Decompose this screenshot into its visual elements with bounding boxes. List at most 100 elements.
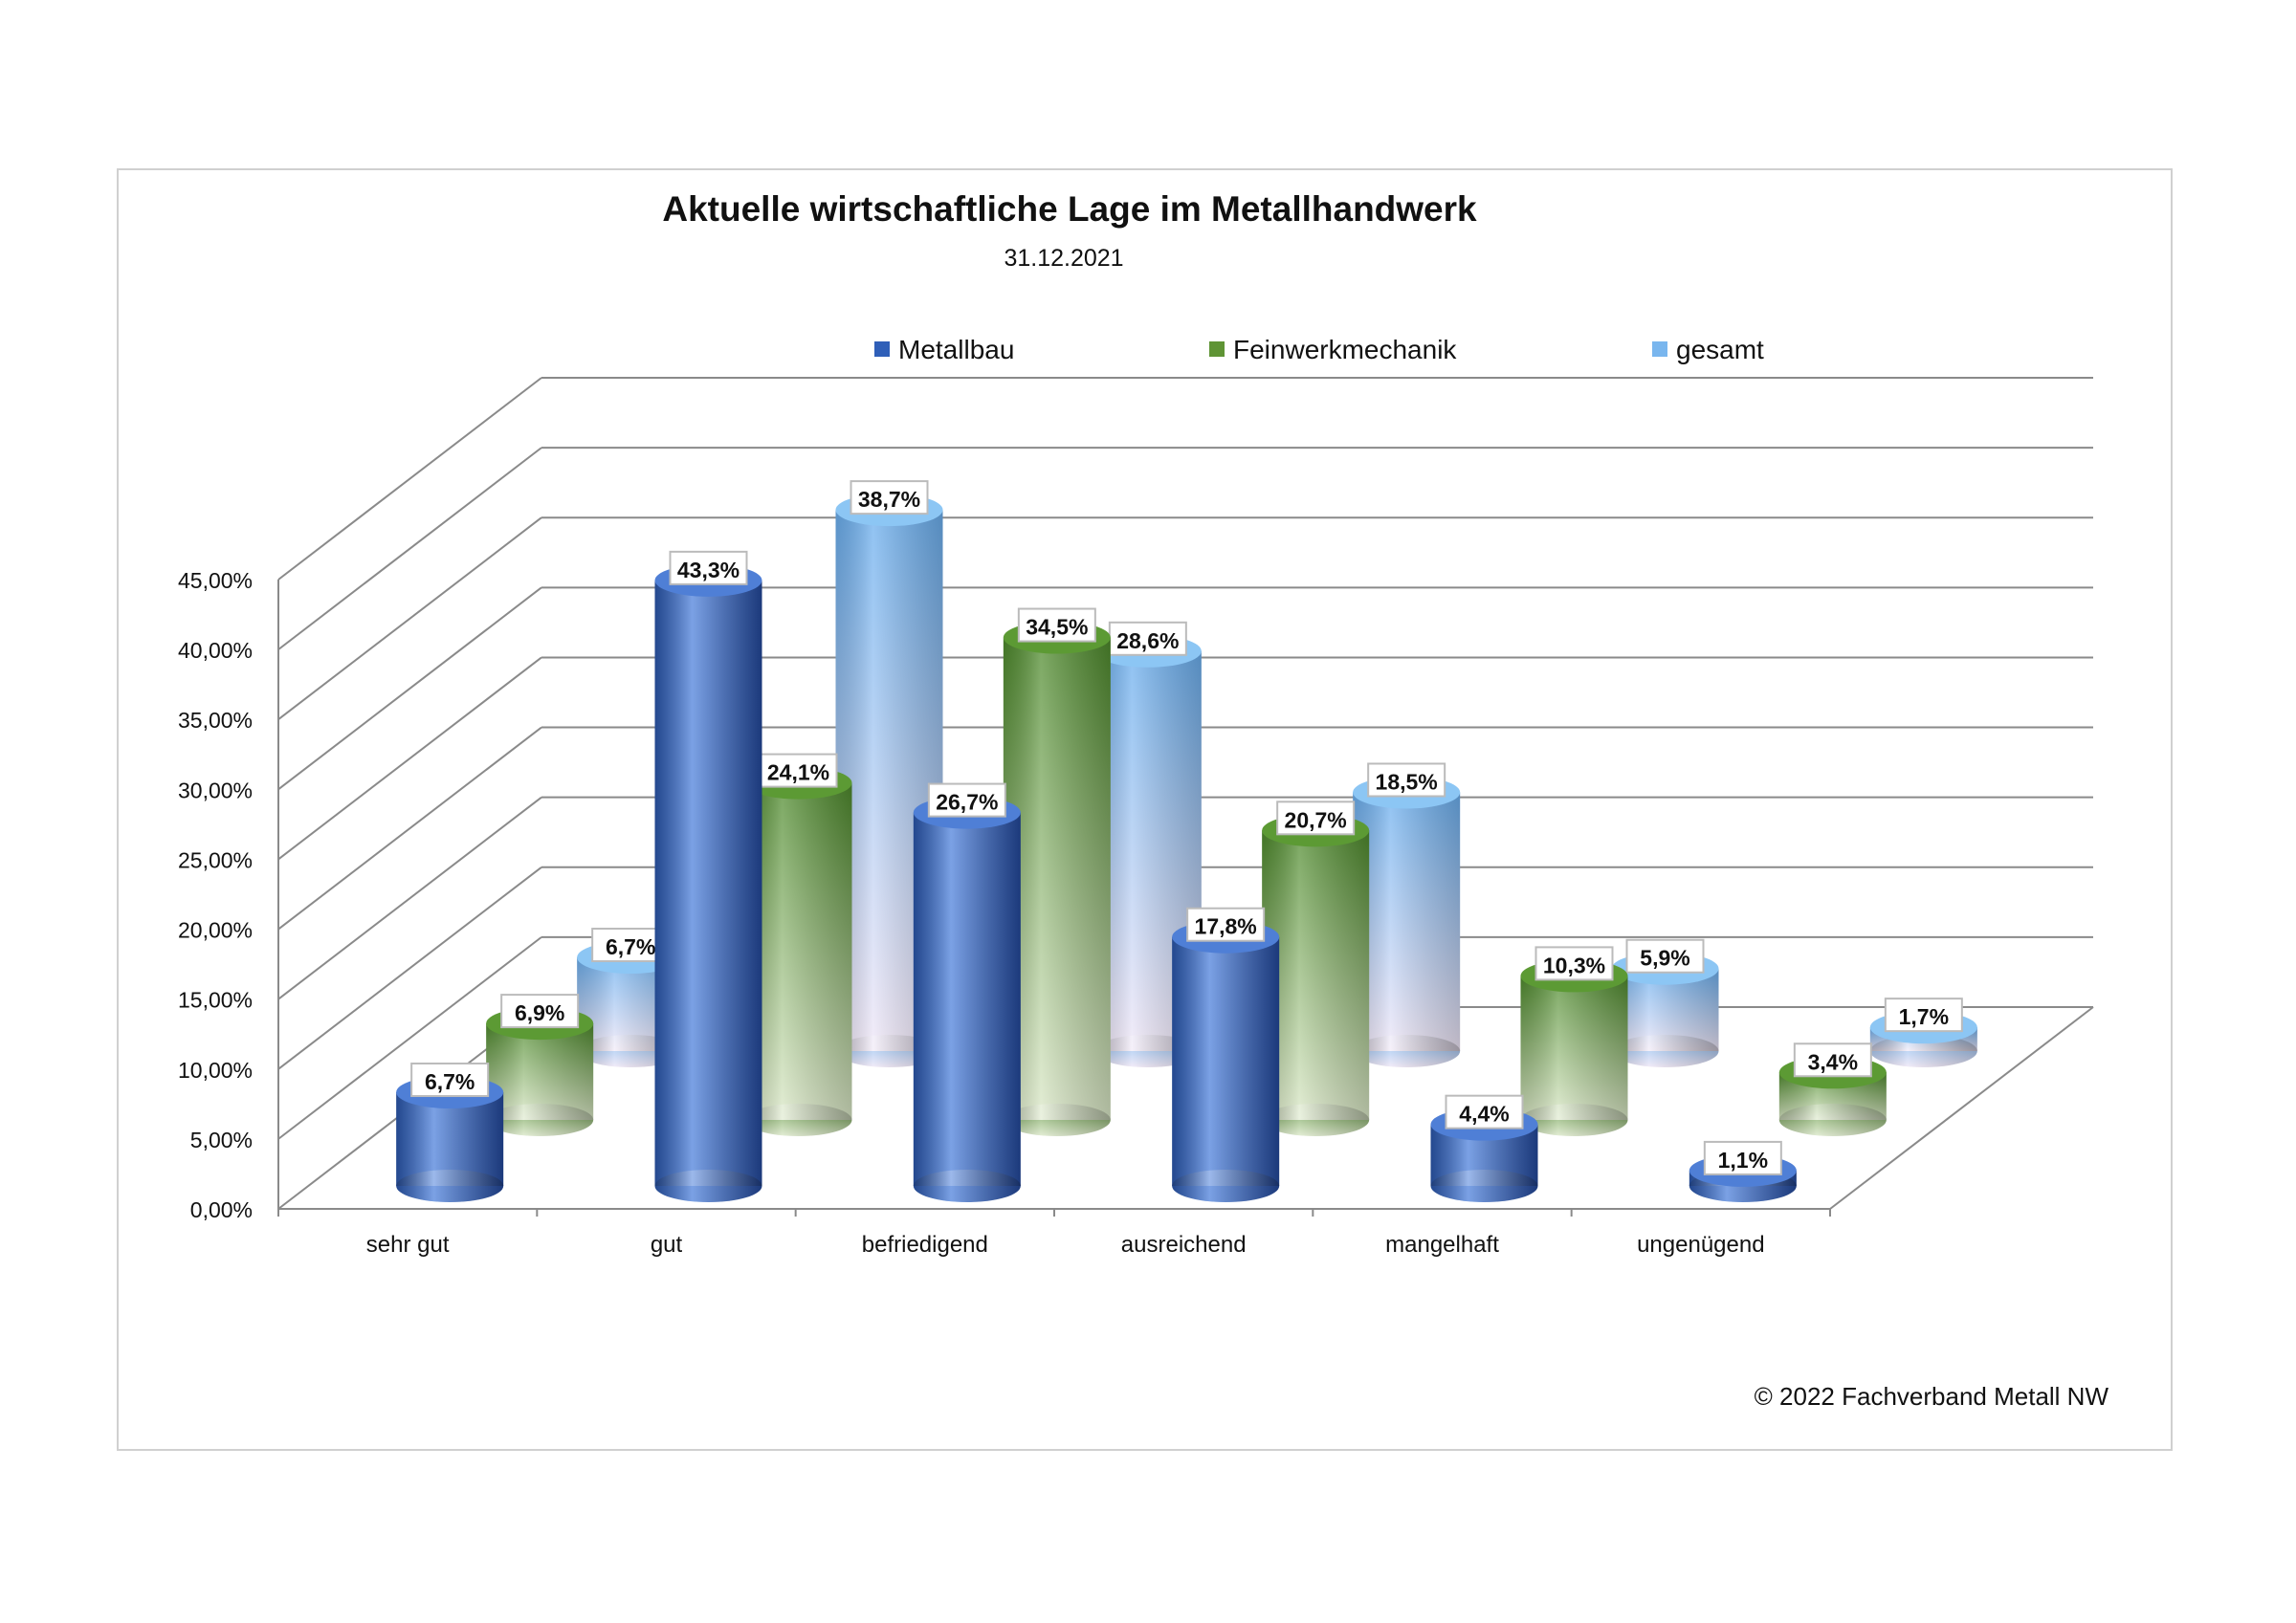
cylinder-bar: 6,7%: [396, 1063, 504, 1202]
data-label: 6,9%: [515, 1000, 564, 1025]
copyright: © 2022 Fachverband Metall NW: [1755, 1382, 2109, 1411]
bar-shading: [744, 782, 852, 1120]
data-label-box: [850, 480, 929, 515]
data-label-box: [1445, 1094, 1524, 1130]
data-label-box: [1108, 621, 1187, 656]
data-label-box: [1367, 762, 1446, 798]
bar-shading: [1003, 637, 1111, 1120]
data-label: 1,7%: [1899, 1004, 1949, 1029]
data-label-box: [1276, 801, 1356, 836]
side-gridline: [277, 447, 542, 650]
y-tick-label: 30,00%: [178, 778, 253, 802]
bar-base-shading: [913, 1170, 1021, 1202]
y-tick-label: 35,00%: [178, 708, 253, 733]
data-label: 24,1%: [767, 760, 829, 785]
bar-base-shading: [1520, 1104, 1628, 1136]
data-label-box: [410, 1063, 490, 1098]
data-label-box: [500, 994, 580, 1029]
y-tick-label: 5,00%: [190, 1128, 253, 1152]
x-tick-label: ausreichend: [1121, 1232, 1247, 1258]
data-label: 17,8%: [1195, 914, 1257, 939]
bar-base-shading: [654, 1170, 762, 1202]
side-gridline: [277, 586, 542, 791]
cylinder-bar: 18,5%: [1353, 762, 1461, 1067]
data-label: 10,3%: [1543, 953, 1605, 977]
bar-base-shading: [486, 1104, 594, 1136]
chart-subtitle: 31.12.2021: [1004, 245, 1123, 272]
bar-shading: [1172, 936, 1280, 1186]
x-tick-label: gut: [651, 1232, 683, 1258]
cylinder-bar: 1,7%: [1869, 998, 1977, 1067]
cylinder-bar: 5,9%: [1611, 938, 1719, 1067]
bar-base-shading: [1869, 1035, 1977, 1067]
data-label: 34,5%: [1026, 615, 1088, 640]
data-label: 26,7%: [936, 790, 998, 815]
legend: Metallbau Feinwerkmechanik gesamt: [874, 335, 1764, 364]
data-label-box: [1793, 1042, 1872, 1078]
cylinder-bar: 4,4%: [1430, 1094, 1538, 1202]
bar-base-shading: [1611, 1035, 1719, 1067]
data-label-box: [1703, 1140, 1782, 1175]
cylinder-bar: 34,5%: [1003, 607, 1111, 1136]
cylinder-bar: 17,8%: [1172, 907, 1280, 1202]
data-label-box: [1017, 607, 1096, 643]
y-tick-label: 0,00%: [190, 1197, 253, 1222]
side-gridline: [277, 377, 542, 581]
data-label: 5,9%: [1640, 946, 1689, 971]
side-gridline: [277, 726, 542, 931]
data-label: 38,7%: [858, 487, 920, 512]
y-tick-label: 20,00%: [178, 918, 253, 943]
bar-base-shading: [1430, 1170, 1538, 1202]
side-gridline: [277, 796, 542, 1000]
cylinder-bar: 24,1%: [744, 753, 852, 1136]
data-label-box: [1884, 998, 1963, 1033]
bar-shading: [654, 580, 762, 1186]
side-gridline: [277, 936, 542, 1140]
y-tick-label: 15,00%: [178, 988, 253, 1013]
floor-edge: [1829, 1006, 2094, 1210]
legend-swatch-metallbau: [874, 341, 890, 357]
bar-base-shading: [744, 1104, 852, 1136]
chart-frame: [117, 168, 2173, 1451]
data-label-box: [1186, 907, 1266, 942]
legend-label-feinwerkmechanik: Feinwerkmechanik: [1233, 335, 1457, 364]
bar-shading: [1520, 976, 1628, 1120]
data-label: 4,4%: [1459, 1102, 1509, 1127]
cylinder-bar: 1,1%: [1689, 1140, 1797, 1202]
bar-base-shading: [1262, 1104, 1370, 1136]
chart-title: Aktuelle wirtschaftliche Lage im Metallh…: [662, 189, 1477, 229]
data-label: 20,7%: [1285, 807, 1347, 832]
bar-shading: [1353, 792, 1461, 1051]
bar-shading: [1262, 830, 1370, 1120]
bar-base-shading: [396, 1170, 504, 1202]
side-gridline: [277, 516, 542, 721]
data-label: 1,1%: [1718, 1148, 1768, 1173]
bar-base-shading: [1353, 1035, 1461, 1067]
data-label: 6,7%: [606, 934, 655, 959]
legend-label-gesamt: gesamt: [1676, 335, 1764, 364]
side-gridline: [277, 866, 542, 1070]
y-tick-label: 45,00%: [178, 568, 253, 593]
x-tick-label: ungenügend: [1637, 1232, 1764, 1258]
side-gridline: [277, 656, 542, 861]
bar-base-shading: [1172, 1170, 1280, 1202]
x-tick-label: befriedigend: [862, 1232, 988, 1258]
legend-swatch-feinwerkmechanik: [1209, 341, 1225, 357]
data-label: 28,6%: [1116, 628, 1179, 653]
cylinder-bar: 43,3%: [654, 550, 762, 1202]
data-label-box: [669, 550, 748, 585]
x-tick-label: sehr gut: [366, 1232, 450, 1258]
bar-shading: [913, 812, 1021, 1186]
data-label: 18,5%: [1376, 769, 1438, 794]
cylinder-bar: 6,9%: [486, 994, 594, 1136]
data-label: 3,4%: [1808, 1049, 1858, 1074]
cylinder-bar: 26,7%: [913, 782, 1021, 1202]
bar-base-shading: [1003, 1104, 1111, 1136]
cylinder-bar: 3,4%: [1778, 1042, 1887, 1136]
data-label: 6,7%: [425, 1069, 475, 1094]
bar-base-shading: [1778, 1104, 1887, 1136]
cylinder-bar: 20,7%: [1262, 801, 1370, 1136]
data-label-box: [1534, 946, 1614, 981]
data-label-box: [1625, 938, 1705, 974]
